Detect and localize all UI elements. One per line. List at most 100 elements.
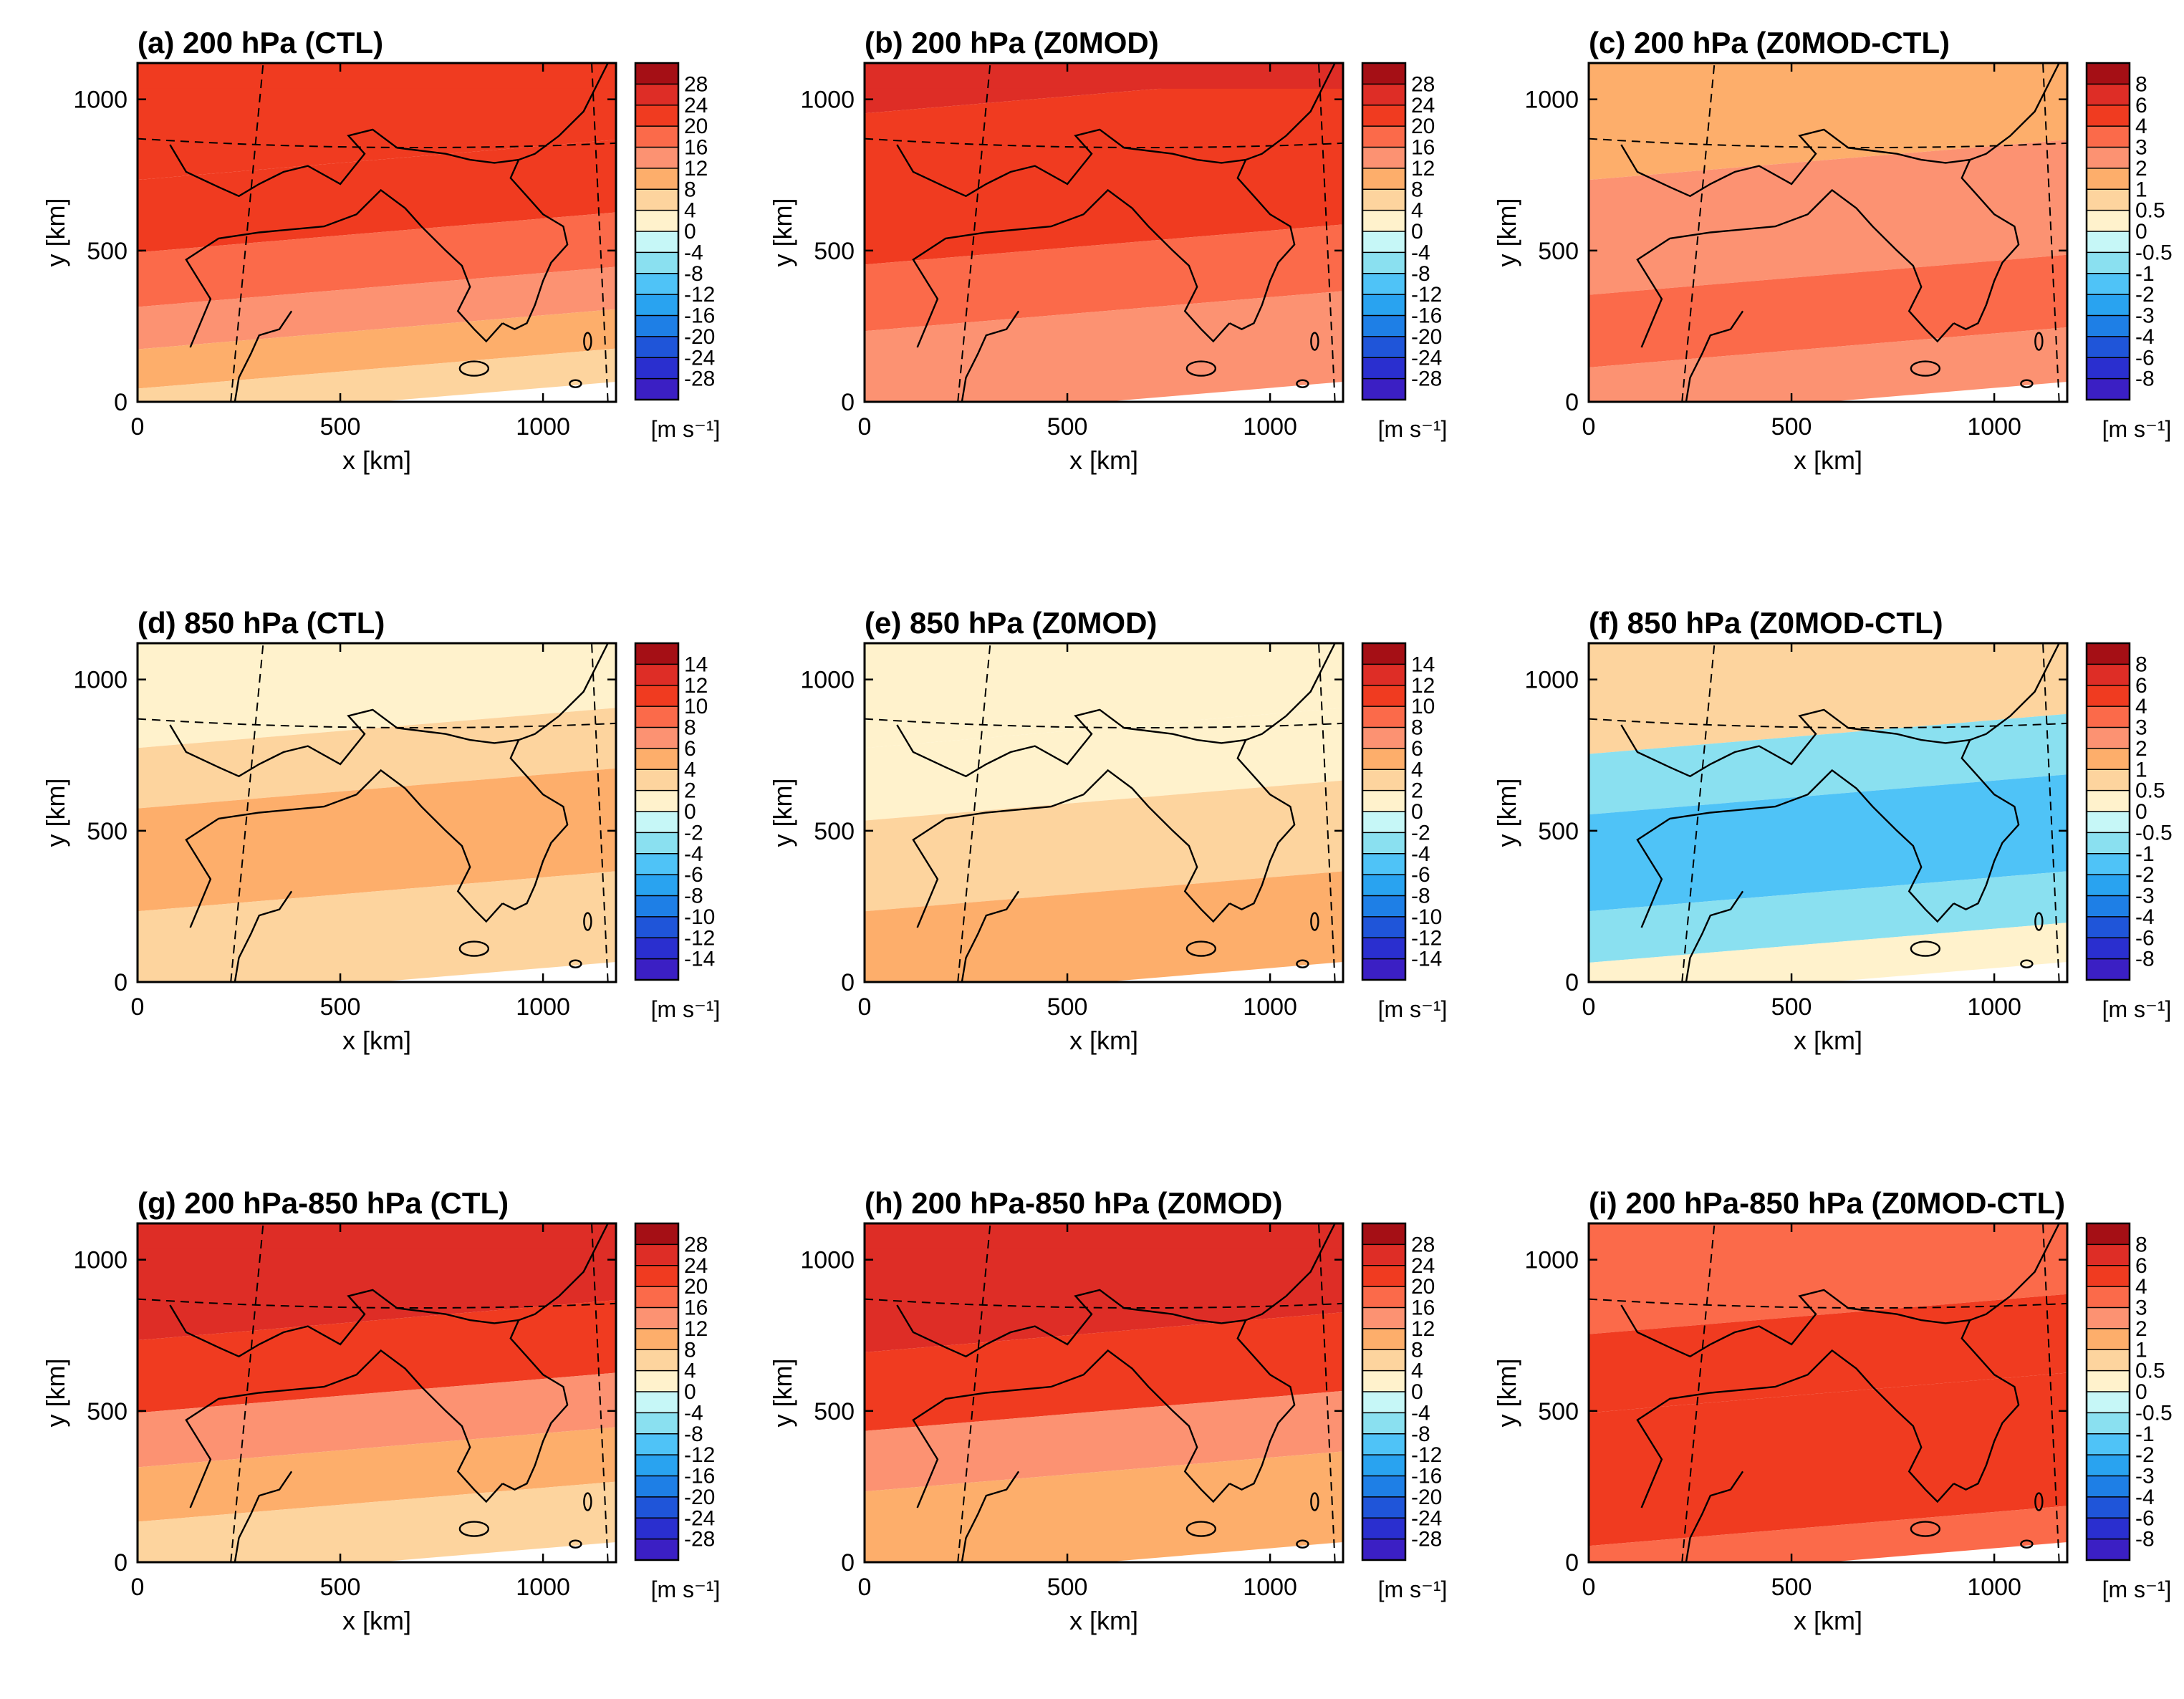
field-band	[865, 63, 1343, 89]
plot-frame	[1587, 62, 2069, 403]
colorbar-swatch	[635, 769, 678, 791]
colorbar-swatch	[1362, 231, 1405, 253]
colorbar-label: 0	[1411, 1380, 1423, 1404]
colorbar-label: 0.5	[2135, 199, 2165, 223]
colorbar-swatch	[2087, 147, 2130, 169]
colorbar-swatch	[1362, 832, 1405, 855]
field-band	[138, 768, 616, 912]
colorbar-label: -24	[1411, 1506, 1442, 1530]
colorbar-label: -8	[684, 885, 703, 908]
colorbar-swatch	[1362, 875, 1405, 897]
y-tick-label: 0	[1565, 389, 1579, 416]
field-band	[138, 212, 616, 307]
colorbar-label: 0	[684, 220, 696, 244]
field-band	[138, 871, 616, 982]
y-tick-label: 0	[841, 389, 855, 416]
colorbar-label: -0.5	[2135, 241, 2173, 264]
colorbar-swatch	[635, 105, 678, 127]
y-tick-label: 500	[1538, 818, 1579, 845]
y-tick-label: 500	[814, 238, 855, 265]
colorbar-swatch	[1362, 706, 1405, 728]
colorbar-swatch	[1362, 1518, 1405, 1540]
panel-title: (b) 200 hPa (Z0MOD)	[865, 26, 1159, 59]
panel-title: (h) 200 hPa-850 hPa (Z0MOD)	[865, 1186, 1282, 1220]
colorbar-swatch	[2087, 1370, 2130, 1392]
colorbar-label: -4	[1411, 842, 1430, 866]
colorbar-label: 14	[684, 653, 708, 676]
colorbar-swatch	[635, 1539, 678, 1561]
field-band	[865, 643, 1343, 669]
colorbar-swatch	[635, 685, 678, 707]
colorbar-label: 12	[1411, 674, 1435, 698]
x-axis-label: x [km]	[342, 1606, 411, 1635]
colorbar-label: -20	[684, 325, 715, 349]
panel-h: 0 500 1000 0 500 1000 x [km] y [km] (h) 200 hPa-…	[768, 1186, 1447, 1635]
colorbar-swatch	[635, 853, 678, 875]
colorbar-label: -28	[684, 1528, 715, 1551]
colorbar-swatch	[1362, 378, 1405, 400]
field-band	[1589, 923, 2067, 982]
colorbar-label: -2	[684, 821, 703, 844]
field-band	[865, 1312, 1343, 1431]
colorbar-label: 0	[2135, 1380, 2147, 1404]
colorbar-swatch	[1362, 1539, 1405, 1561]
colorbar-label: -16	[684, 304, 715, 328]
field-band	[865, 1451, 1343, 1562]
colorbar-label: 4	[684, 1359, 696, 1383]
field-band	[138, 1223, 616, 1341]
colorbar-swatch	[635, 790, 678, 812]
field-band	[1589, 327, 2067, 402]
colorbar-label: -6	[2135, 346, 2155, 370]
colorbar-label: -28	[684, 367, 715, 391]
x-tick-label: 0	[858, 993, 872, 1021]
colorbar-swatch	[2087, 643, 2130, 665]
x-tick-label: 500	[1771, 1574, 1812, 1601]
colorbar-swatch	[635, 1433, 678, 1455]
panel-title: (g) 200 hPa-850 hPa (CTL)	[138, 1186, 509, 1220]
field-band	[138, 266, 616, 350]
colorbar-label: 4	[1411, 199, 1423, 223]
x-tick-label: 0	[858, 413, 872, 441]
x-tick-label: 1000	[516, 993, 570, 1021]
colorbar-label: -12	[1411, 1443, 1442, 1467]
field-band	[138, 348, 616, 402]
y-tick-label: 0	[114, 389, 128, 416]
field-band	[138, 708, 616, 809]
panel-c: 0 500 1000 0 500 1000 x [km] y [km] (c) 200 hPa …	[1492, 26, 2173, 475]
colorbar-swatch	[2087, 1328, 2130, 1350]
colorbar-label: -8	[1411, 1423, 1430, 1446]
colorbar-swatch	[2087, 210, 2130, 232]
colorbar-label: -8	[684, 262, 703, 286]
field-band	[1589, 774, 2067, 912]
y-axis-label: y [km]	[1492, 779, 1521, 847]
colorbar-label: 8	[2135, 653, 2147, 676]
colorbar-unit: [m s⁻¹]	[1378, 1577, 1448, 1602]
colorbar-swatch	[635, 168, 678, 190]
colorbar-swatch	[2087, 727, 2130, 749]
colorbar-swatch	[2087, 1412, 2130, 1435]
colorbar-swatch	[635, 1370, 678, 1392]
panel-title: (i) 200 hPa-850 hPa (Z0MOD-CTL)	[1589, 1186, 2065, 1220]
colorbar-label: 0	[1411, 220, 1423, 244]
colorbar-label: -24	[684, 346, 715, 370]
field-band	[865, 73, 1343, 265]
x-tick-label: 1000	[1967, 413, 2021, 441]
panel-e: 0 500 1000 0 500 1000 x [km] y [km] (e) 850 hPa …	[768, 606, 1447, 1055]
colorbar-swatch	[1362, 938, 1405, 960]
colorbar-swatch	[1362, 63, 1405, 85]
colorbar-swatch	[2087, 1265, 2130, 1287]
colorbar-swatch	[1362, 273, 1405, 295]
colorbar-label: -16	[1411, 1465, 1442, 1488]
colorbar-label: 12	[1411, 157, 1435, 181]
colorbar-label: -0.5	[2135, 1401, 2173, 1425]
colorbar-label: 3	[2135, 136, 2147, 160]
colorbar-swatch	[1362, 1244, 1405, 1266]
y-tick-label: 1000	[1524, 1247, 1579, 1274]
colorbar-label: 8	[1411, 1338, 1423, 1362]
colorbar-label: 6	[2135, 674, 2147, 698]
y-tick-label: 0	[114, 1549, 128, 1577]
field-band	[1589, 1223, 2067, 1249]
